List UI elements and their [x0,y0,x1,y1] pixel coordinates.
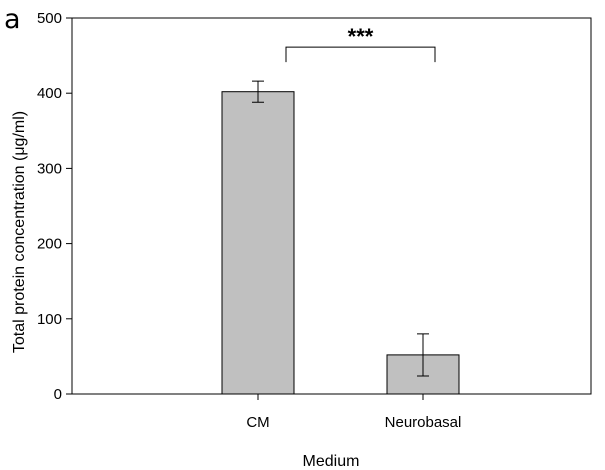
significance-label: *** [348,24,374,49]
y-tick-label: 100 [37,311,62,328]
x-tick-label: Neurobasal [385,414,462,431]
bar-cm [221,91,295,395]
y-axis: 0 100 200 300 400 500 [37,10,72,403]
panel-label: a [4,4,21,35]
y-tick-label: 200 [37,236,62,253]
error-bar-neurobasal [417,333,429,377]
y-tick-label: 400 [37,85,62,102]
plot-frame [71,17,592,395]
bars [221,91,460,395]
x-axis: CM Neurobasal [246,394,461,431]
error-bars [252,80,429,377]
x-tick-label: CM [246,414,269,431]
significance-bracket [285,46,436,63]
y-tick-label: 0 [54,386,62,403]
x-axis-title: Medium [303,453,360,470]
y-tick-label: 500 [37,10,62,27]
error-bar-cm [252,80,264,103]
y-axis-title: Total protein concentration (μg/ml) [11,111,28,353]
significance-annotation: *** [285,24,436,63]
y-tick-label: 300 [37,160,62,177]
